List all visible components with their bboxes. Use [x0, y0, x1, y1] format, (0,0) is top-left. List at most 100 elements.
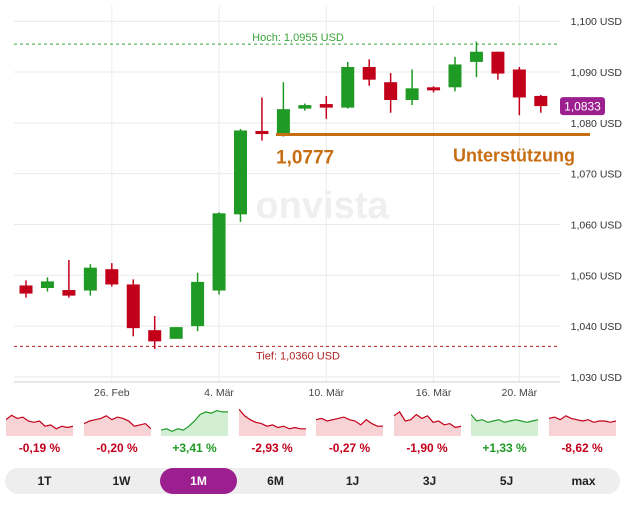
level-lines: Hoch: 1,0955 USD Tief: 1,0360 USD — [14, 32, 560, 362]
candle-up — [169, 327, 183, 339]
period-mini-chart[interactable]: -1,90 % — [393, 406, 461, 462]
sparkline-area — [238, 409, 306, 436]
period-mini-chart[interactable]: -8,62 % — [548, 406, 616, 462]
support-value-label: 1,0777 — [276, 148, 334, 169]
candle-down — [534, 95, 548, 107]
period-change-label: -2,93 % — [251, 441, 293, 455]
low-label: Tief: 1,0360 USD — [256, 350, 340, 362]
period-mini-chart[interactable]: -0,27 % — [316, 406, 383, 462]
period-change-label: -1,90 % — [406, 441, 448, 455]
tab-1m[interactable]: 1M — [160, 468, 237, 494]
period-change-label: -8,62 % — [561, 441, 603, 455]
sparkline-area — [471, 414, 538, 436]
sparkline-line — [238, 408, 306, 430]
sparkline-area — [6, 415, 73, 436]
sparkline-area — [83, 415, 151, 436]
sparkline — [161, 409, 228, 436]
last-price-label: 1,0833 — [564, 100, 601, 114]
candle-down — [255, 130, 269, 135]
candle-up — [276, 109, 290, 135]
period-change-label: +1,33 % — [482, 441, 527, 455]
period-change-label: -0,27 % — [328, 441, 371, 455]
sparkline-line — [83, 415, 151, 430]
candles — [19, 41, 548, 349]
period-change-label: -0,19 % — [18, 441, 61, 455]
y-tick-label: 1,030 USD — [571, 372, 623, 384]
y-tick-label: 1,070 USD — [571, 169, 623, 181]
sparkline-area — [548, 415, 616, 436]
sparkline — [471, 414, 538, 436]
sparkline-line — [548, 415, 616, 423]
period-mini-chart[interactable]: -0,19 % — [6, 406, 73, 462]
tab-6m[interactable]: 6M — [267, 474, 284, 488]
candle-down — [512, 69, 526, 98]
y-tick-label: 1,080 USD — [571, 118, 623, 130]
period-performance-row: -0,19 % -0,20 % +3,41 % -2,93 % -0,27 % -1,90… — [6, 406, 626, 462]
candle-down — [19, 285, 33, 294]
candle-down — [148, 330, 162, 342]
candle-up — [405, 88, 419, 100]
candle-down — [126, 284, 140, 329]
candle-up — [448, 64, 462, 88]
candle-down — [362, 66, 376, 80]
candle-up — [234, 130, 247, 215]
tab-1w[interactable]: 1W — [112, 474, 131, 488]
sparkline-line — [6, 414, 73, 430]
candle-up — [83, 267, 97, 291]
y-tick-label: 1,050 USD — [571, 270, 623, 282]
tab-1j[interactable]: 1J — [345, 474, 360, 488]
sparkline — [393, 411, 461, 436]
high-label: Hoch: 1,0955 USD — [252, 32, 344, 44]
candle-down — [105, 269, 119, 285]
candle-down — [62, 290, 76, 296]
sparkline — [6, 414, 73, 436]
candle-up — [469, 51, 483, 62]
period-mini-chart[interactable]: -2,93 % — [238, 406, 306, 462]
x-tick-label: 20. Mär — [502, 387, 538, 399]
tab-5j[interactable]: 5J — [499, 474, 514, 488]
x-tick-label: 10. Mär — [308, 387, 344, 399]
x-tick-label: 16. Mär — [416, 387, 452, 399]
candle-up — [191, 281, 205, 327]
sparkline — [316, 416, 383, 436]
chart-grid — [14, 6, 560, 382]
x-tick-label: 26. Feb — [94, 387, 130, 399]
sparkline-area — [393, 411, 461, 436]
tab-3j[interactable]: 3J — [422, 474, 437, 488]
y-axis: 1,100 USD 1,090 USD 1,080 USD 1,070 USD 1,06… — [571, 16, 623, 384]
candle-down — [491, 51, 505, 74]
candle-down — [319, 104, 333, 108]
annotations: 1,0777 Unterstützung 1,0833 — [276, 97, 605, 169]
period-change-label: +3,41 % — [172, 441, 217, 455]
period-tabs: 1T 1W 1M 6M 1J 3J 5J max — [5, 468, 620, 494]
last-price-badge — [560, 97, 605, 116]
period-mini-chart[interactable]: +1,33 % — [471, 406, 538, 462]
sparkline-line — [316, 416, 383, 427]
sparkline-area — [316, 417, 383, 436]
candle-up — [40, 281, 54, 288]
tab-max[interactable]: max — [571, 474, 596, 488]
sparkline-line — [471, 414, 538, 423]
sparkline-line — [161, 409, 228, 433]
sparkline-line — [393, 411, 461, 429]
candle-up — [298, 105, 312, 109]
support-label: Unterstützung — [453, 146, 575, 166]
sparkline-area — [161, 410, 228, 436]
candle-up — [212, 213, 226, 291]
candle-down — [427, 87, 441, 91]
x-axis: 26. Feb 4. Mär 10. Mär 16. Mär 20. Mär — [14, 381, 560, 399]
sparkline — [238, 408, 306, 436]
sparkline — [83, 415, 151, 436]
watermark: onvista — [255, 185, 389, 227]
y-tick-label: 1,060 USD — [571, 219, 623, 231]
y-tick-label: 1,090 USD — [571, 67, 623, 79]
y-tick-label: 1,100 USD — [571, 16, 623, 28]
period-change-label: -0,20 % — [96, 441, 138, 455]
x-tick-label: 4. Mär — [204, 387, 234, 399]
period-mini-chart[interactable]: -0,20 % — [83, 406, 151, 462]
sparkline — [548, 415, 616, 436]
period-mini-chart[interactable]: +3,41 % — [161, 406, 228, 462]
candle-up — [341, 66, 355, 108]
tab-1t[interactable]: 1T — [37, 474, 52, 488]
candle-down — [384, 82, 398, 100]
